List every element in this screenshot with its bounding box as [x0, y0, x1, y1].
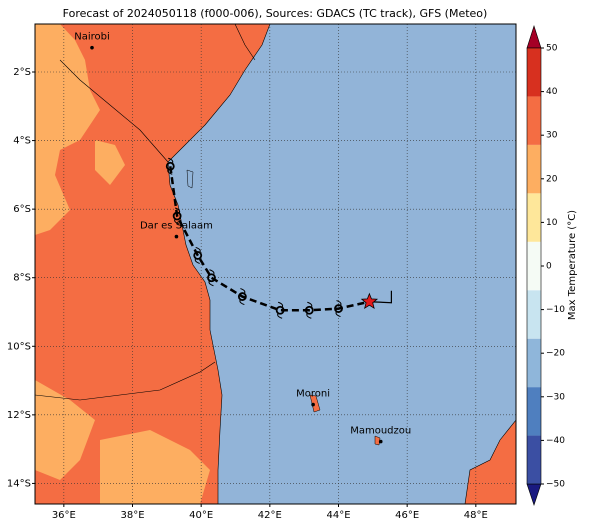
cool-region	[95, 140, 125, 185]
track-point	[304, 305, 314, 315]
colorbar-tick-label: 50	[546, 44, 558, 54]
island	[309, 394, 321, 413]
lat-label: 2°S	[13, 67, 31, 78]
colorbar-extend-high	[526, 25, 542, 49]
cyclone-symbol	[239, 288, 246, 306]
track-tail	[369, 290, 392, 304]
cyclone-symbol	[335, 300, 342, 318]
lon-label: 48°E	[464, 510, 488, 521]
colorbar-band	[527, 144, 541, 194]
cyclone-symbol	[306, 301, 313, 319]
lon-label: 40°E	[189, 510, 213, 521]
city-dot	[311, 402, 315, 407]
colorbar-band	[527, 387, 541, 436]
cyclone-symbol	[194, 246, 201, 264]
colorbar-band	[527, 435, 541, 484]
island	[186, 169, 194, 189]
colorbar-tick-label: 0	[546, 262, 552, 272]
track-point	[334, 304, 343, 313]
city-label: Mamoudzou	[350, 426, 411, 437]
lat-label: 6°S	[13, 204, 31, 215]
cyclone-symbol	[208, 269, 215, 287]
colorbar-tick-label: 10	[546, 218, 558, 228]
colorbar-band	[527, 290, 541, 339]
border	[35, 361, 216, 401]
colorbar-band	[527, 48, 541, 97]
lat-label: 4°S	[13, 136, 31, 147]
colorbar-band	[527, 241, 541, 291]
cyclone-symbol	[174, 207, 181, 225]
colorbar-tick-label: −20	[546, 349, 565, 359]
colorbar-label: Max Temperature (°C)	[567, 210, 578, 320]
colorbar-tick-label: −10	[546, 305, 565, 315]
madagascar	[464, 419, 516, 504]
track-point	[193, 251, 203, 260]
city-dot	[90, 45, 94, 50]
lon-label: 42°E	[258, 510, 282, 521]
cool-region	[35, 380, 95, 480]
city-label: Dar es Salaam	[140, 221, 213, 232]
colorbar-tick-label: −40	[546, 436, 565, 446]
cyclone-symbol	[167, 157, 174, 175]
colorbar-tick-label: 30	[546, 131, 558, 141]
colorbar-tick-label: 20	[546, 174, 558, 184]
track-point	[165, 161, 175, 171]
lon-label: 44°E	[326, 510, 350, 521]
city-label: Moroni	[296, 389, 330, 400]
colorbar-tick-label: −30	[546, 392, 565, 402]
border	[234, 24, 256, 61]
map-frame	[34, 23, 517, 505]
title: Forecast of 2024050118 (f000-006), Sourc…	[63, 7, 488, 20]
mainland	[35, 24, 271, 504]
lat-label: 8°S	[13, 273, 31, 284]
lon-label: 38°E	[120, 510, 144, 521]
colorbar-extend-low	[526, 483, 542, 506]
colorbar-band	[527, 96, 541, 145]
cyclone-symbol	[277, 301, 284, 319]
track-line	[169, 166, 370, 312]
colorbar-tick-label: 40	[546, 87, 558, 97]
cool-region	[100, 430, 210, 504]
track-point	[207, 273, 216, 283]
lon-label: 36°E	[52, 510, 76, 521]
current-position	[360, 292, 379, 310]
colorbar-band	[527, 338, 541, 388]
cool-region	[35, 24, 100, 235]
colorbar-tick-label: −50	[546, 480, 565, 490]
track-point	[237, 292, 247, 301]
lon-label: 46°E	[395, 510, 419, 521]
lat-label: 12°S	[7, 410, 31, 421]
map-area	[35, 24, 516, 504]
track-point	[275, 305, 285, 315]
lat-label: 14°S	[7, 478, 31, 489]
city-dot	[174, 234, 179, 239]
lat-label: 10°S	[7, 341, 31, 352]
city-dot	[378, 439, 383, 444]
city-label: Nairobi	[74, 32, 110, 43]
colorbar-band	[527, 193, 541, 242]
island	[374, 435, 381, 446]
track-point	[172, 211, 182, 221]
